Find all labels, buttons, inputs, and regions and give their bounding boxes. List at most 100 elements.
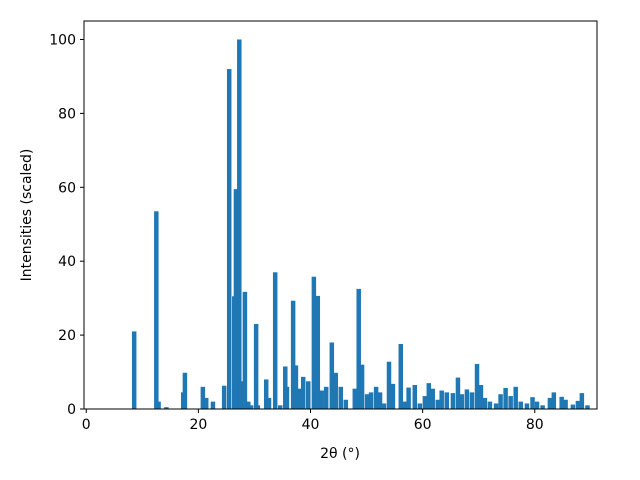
y-tick-label: 0 [67,402,76,418]
x-tick-label: 60 [414,417,432,433]
bar [547,397,553,409]
bar [253,324,259,409]
bar [430,388,435,409]
bar [263,379,269,409]
bar [182,372,188,409]
bar [503,387,508,409]
bar [439,390,444,409]
bar [248,405,254,409]
bar [487,401,493,409]
bar [266,397,272,409]
bar [359,364,365,409]
bar [156,401,161,409]
bar [559,396,564,409]
bar [352,388,358,409]
bar [417,403,423,409]
bar [498,394,503,409]
bar [551,392,557,409]
bar [585,405,590,409]
x-tick-label: 40 [302,417,320,433]
bar [338,386,344,409]
bar [390,383,396,409]
bar [284,386,290,409]
bar [444,392,449,409]
bar [293,365,299,409]
bar [474,363,480,409]
bar [534,401,540,409]
bar [482,397,488,409]
bar [306,381,311,409]
bar [221,385,227,409]
bar [233,189,239,409]
bar [311,276,317,409]
bar [513,386,518,409]
bar [329,342,335,409]
y-tick-label: 20 [58,328,76,344]
bar [246,401,251,409]
bar [200,386,206,409]
bar [524,403,530,409]
bar [478,384,484,409]
bar [386,361,392,409]
bar [579,393,585,409]
bar [356,288,361,409]
bar [277,405,283,409]
bar [333,372,338,409]
bar [154,211,159,409]
bar [238,381,244,409]
bar [426,383,432,409]
bar [406,387,411,409]
bar [131,331,137,409]
bar [373,386,379,409]
bar [210,401,216,409]
y-axis-label: Intensities (scaled) [19,149,35,282]
bar [315,295,321,409]
bar [290,300,296,409]
x-axis-label: 2θ (°) [320,446,360,462]
bar [300,376,306,409]
bar [297,388,303,409]
y-tick-label: 60 [58,180,76,196]
bar [398,343,404,409]
bar [540,405,545,409]
bar [455,377,461,409]
bar [381,403,387,409]
bar [272,272,278,409]
bar [319,390,324,409]
bar [518,401,523,409]
bar [255,405,261,409]
bar [459,394,465,409]
bar [530,397,535,409]
bar [242,291,248,409]
bar [469,392,475,409]
bar [575,400,581,409]
bar [412,384,418,409]
bar [422,396,428,409]
x-tick-label: 0 [82,417,91,433]
bar [402,401,407,409]
bar [563,399,568,409]
bar [203,397,209,409]
bar [464,389,470,409]
x-tick-label: 80 [526,417,544,433]
plot-frame [83,20,598,410]
bar [237,39,242,409]
y-tick-label: 80 [58,106,76,122]
bar [508,396,513,409]
bar [368,392,374,409]
y-tick-label: 40 [58,254,76,270]
x-tick-label: 20 [189,417,207,433]
y-tick-label: 100 [49,32,76,48]
bar [493,403,499,409]
bar [164,407,169,409]
bar [226,69,232,410]
bar [323,386,329,409]
bar [343,399,349,409]
bar [377,392,383,409]
bar [435,399,441,409]
bar [364,394,370,409]
bar [450,393,456,409]
bar [570,404,576,409]
